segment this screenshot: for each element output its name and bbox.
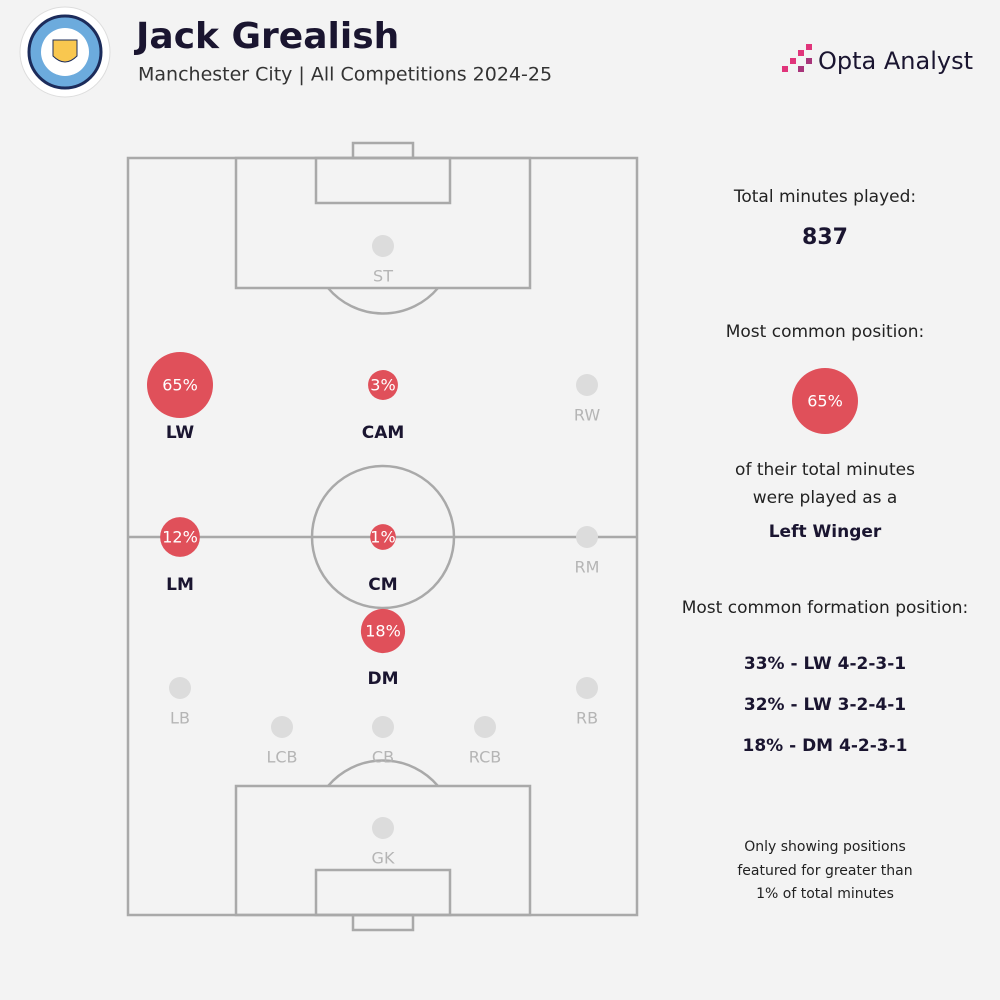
common-position: Left Winger — [769, 522, 882, 542]
position-bubble — [370, 524, 396, 550]
pct-label: 65% — [162, 376, 198, 395]
empty-dot — [372, 716, 394, 738]
position-label: ST — [373, 267, 393, 286]
empty-dot — [576, 677, 598, 699]
empty-dot — [372, 817, 394, 839]
footnote: Only showing positions — [744, 839, 906, 855]
empty-dot — [372, 235, 394, 257]
position-label: RM — [575, 558, 600, 577]
formation: 33% - LW 4-2-3-1 — [744, 654, 906, 674]
formation-label: Most common formation position: — [682, 598, 969, 618]
position-label: RB — [576, 709, 598, 728]
position-bubble — [147, 352, 213, 418]
position-label: CB — [372, 748, 394, 767]
empty-dot — [576, 374, 598, 396]
pct-label: 12% — [162, 528, 198, 547]
brand-logo: Opta Analyst — [782, 44, 973, 75]
position-bubble — [360, 608, 406, 654]
empty-dot — [169, 677, 191, 699]
title: Jack Grealish — [133, 16, 399, 57]
empty-dot — [576, 526, 598, 548]
footnote: featured for greater than — [737, 863, 912, 879]
position-label: RCB — [469, 748, 501, 767]
position-bubble — [368, 370, 398, 400]
pct-label: 3% — [370, 376, 395, 395]
position-label: LM — [166, 575, 194, 595]
common-bubble — [792, 368, 858, 434]
pct-label: 18% — [365, 622, 401, 641]
formation: 32% - LW 3-2-4-1 — [744, 695, 906, 715]
minutes-label: Total minutes played: — [733, 187, 916, 207]
position-label: CAM — [362, 423, 405, 443]
common-text: were played as a — [753, 488, 898, 508]
position-label: CM — [368, 575, 397, 595]
pct-label: 1% — [370, 528, 395, 547]
side-panel: Total minutes played: 837 Most common po… — [682, 187, 969, 902]
positions: ST 65% LW 3% CAM RW 12% LM 1% CM RM 18% DM LB RB LCB CB R… — [147, 235, 600, 868]
formation: 18% - DM 4-2-3-1 — [742, 736, 907, 756]
position-bubble — [160, 517, 200, 557]
position-label: LB — [170, 709, 190, 728]
position-label: LW — [166, 423, 195, 443]
position-label: LCB — [266, 748, 297, 767]
position-label: RW — [574, 406, 600, 425]
footnote: 1% of total minutes — [756, 886, 894, 902]
common-pct-label: 65% — [807, 392, 843, 411]
empty-dot — [474, 716, 496, 738]
position-label: GK — [372, 849, 395, 868]
brand: Opta Analyst — [818, 47, 973, 75]
position-label: DM — [367, 669, 398, 689]
subtitle: Manchester City | All Competitions 2024-… — [138, 64, 552, 86]
common-label: Most common position: — [726, 322, 925, 342]
empty-dot — [271, 716, 293, 738]
common-text: of their total minutes — [735, 460, 915, 480]
minutes: 837 — [802, 225, 848, 250]
club-crest — [19, 6, 111, 98]
